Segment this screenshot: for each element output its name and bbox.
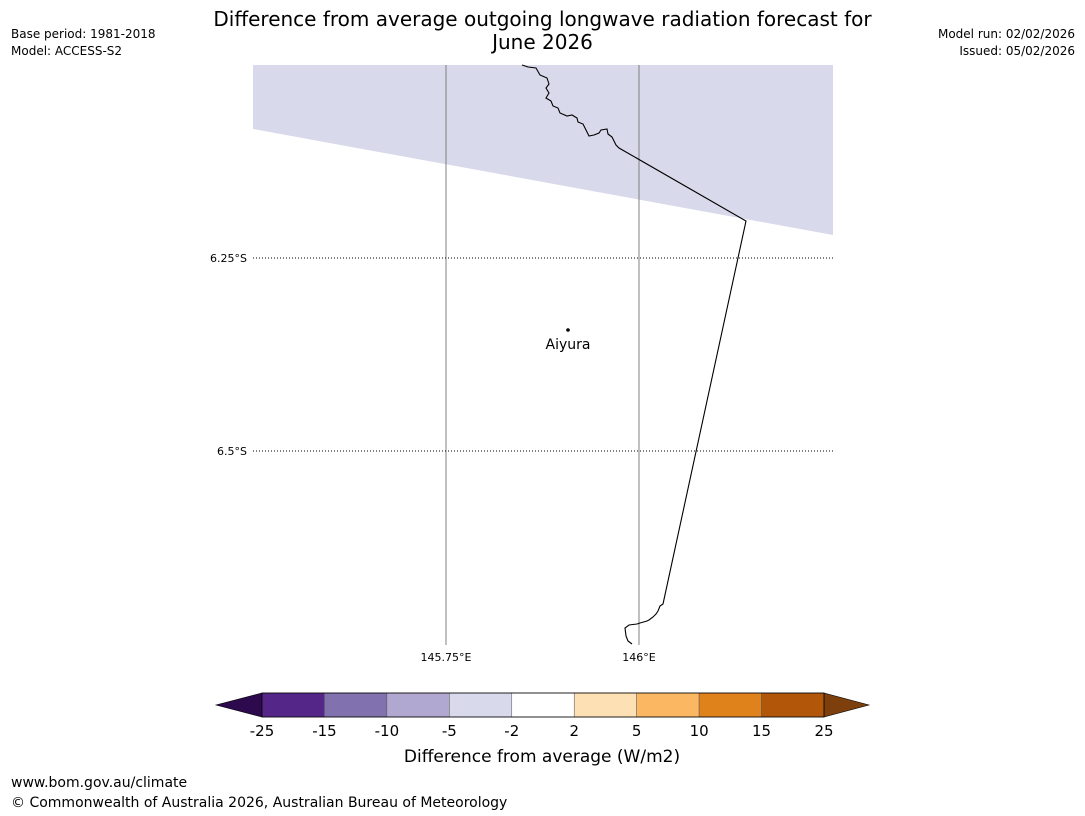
colorbar-segment <box>324 692 388 718</box>
model-run: Model run: 02/02/2026 <box>937 27 1075 41</box>
meta-right: Model run: 02/02/2026 Issued: 05/02/2026 <box>938 26 1075 60</box>
colorbar-segment <box>636 692 700 718</box>
lon-label: 146°E <box>622 651 655 664</box>
footer-url: www.bom.gov.au/climate <box>11 775 188 791</box>
colorbar-segment <box>261 692 325 718</box>
shaded-region <box>253 65 833 235</box>
colorbar-segment <box>573 692 637 718</box>
model-name: Model: ACCESS-S2 <box>11 44 123 58</box>
meta-left: Base period: 1981-2018 Model: ACCESS-S2 <box>11 26 156 60</box>
coastline <box>521 64 747 645</box>
colorbar-over-extension <box>823 692 871 718</box>
colorbar-segment <box>698 692 762 718</box>
lat-label: 6.25°S <box>210 252 247 265</box>
colorbar-tick-label: 2 <box>569 722 579 740</box>
lat-label: 6.5°S <box>217 445 247 458</box>
chart-title: Difference from average outgoing longwav… <box>0 8 1085 54</box>
colorbar-segment <box>386 692 450 718</box>
colorbar-segment <box>761 692 825 718</box>
colorbar-tick-label: 25 <box>814 722 833 740</box>
colorbar: -25 -15 -10 -5 -2 2 5 10 15 25 <box>214 692 871 740</box>
colorbar-tick-label: -2 <box>504 722 519 740</box>
footer-copyright: © Commonwealth of Australia 2026, Austra… <box>11 795 508 811</box>
place-marker <box>566 328 570 332</box>
colorbar-label: Difference from average (W/m2) <box>404 747 680 767</box>
base-period: Base period: 1981-2018 <box>11 27 156 41</box>
colorbar-segment <box>511 692 575 718</box>
colorbar-under-extension <box>214 692 263 718</box>
colorbar-tick-label: -10 <box>375 722 400 740</box>
colorbar-tick-label: 15 <box>752 722 771 740</box>
colorbar-segment <box>449 692 513 718</box>
title-line-1: Difference from average outgoing longwav… <box>213 7 872 31</box>
colorbar-tick-label: -5 <box>442 722 457 740</box>
lon-label: 145.75°E <box>421 651 472 664</box>
title-line-2: June 2026 <box>492 30 593 54</box>
issued-date: Issued: 05/02/2026 <box>959 44 1075 58</box>
colorbar-tick-label: -25 <box>250 722 275 740</box>
place-label: Aiyura <box>546 337 591 353</box>
colorbar-outline <box>261 692 825 718</box>
colorbar-tick-label: 5 <box>632 722 642 740</box>
colorbar-tick-label: 10 <box>690 722 709 740</box>
colorbar-tick-label: -15 <box>312 722 337 740</box>
